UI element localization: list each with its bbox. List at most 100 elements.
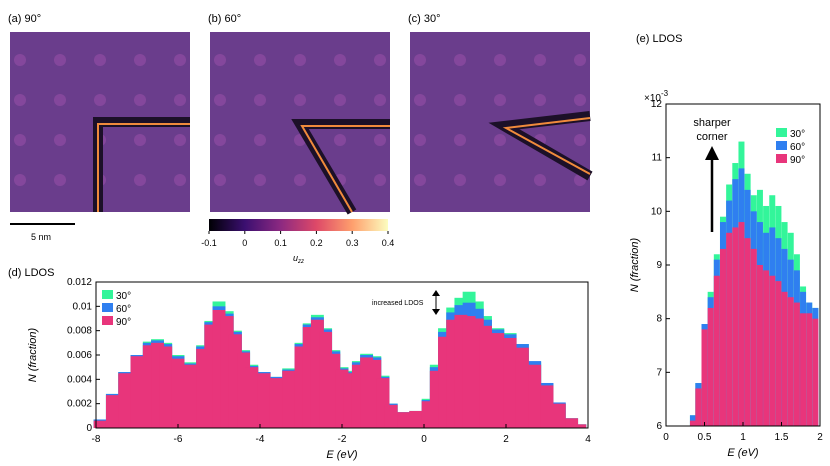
- x-tick-label: -8: [92, 434, 101, 445]
- bar-d-s2: [479, 325, 492, 428]
- y-tick-label: 0.01: [73, 301, 93, 312]
- bar-d-s2: [118, 373, 132, 428]
- legend-label: 90°: [790, 155, 805, 166]
- legend-swatch: [776, 154, 787, 163]
- x-tick-label: 2: [817, 432, 823, 443]
- bar-e-s2: [787, 297, 794, 426]
- y-tick-label: 0: [86, 423, 92, 434]
- bar-e-s2: [750, 248, 757, 426]
- bar-e-s2: [800, 313, 807, 426]
- legend-swatch: [102, 303, 113, 312]
- x-tick-label: -6: [174, 434, 183, 445]
- colorbar-tick-label: 0.1: [274, 238, 287, 248]
- colorbar: -0.1 0 0.1 0.2 0.3 0.4 uzz: [201, 219, 394, 265]
- bar-d-s2: [183, 364, 197, 428]
- annotation-arrowhead-down: [432, 309, 440, 315]
- y-axis-label: N (fraction): [629, 237, 641, 292]
- bar-d-s2: [282, 370, 296, 428]
- bar-d-s2: [269, 378, 283, 428]
- panel-e-label: (e) LDOS: [636, 33, 682, 45]
- bar-d-s2: [573, 424, 587, 428]
- panel-a-label: (a) 90°: [8, 13, 41, 25]
- bar-d-s2: [503, 337, 517, 428]
- bar-d-s2: [171, 358, 185, 428]
- x-axis-label: E (eV): [727, 447, 759, 459]
- bar-e-s2: [732, 227, 739, 426]
- bar-d-s2: [384, 404, 398, 428]
- legend-label: 90°: [116, 317, 131, 328]
- bar-d-s2: [159, 346, 173, 428]
- y-tick-label: 12: [651, 99, 663, 110]
- y-tick-label: 6: [656, 421, 662, 432]
- colorbar-tick-label: 0.2: [310, 238, 323, 248]
- legend-label: 30°: [116, 291, 131, 302]
- bar-d-s2: [93, 420, 107, 428]
- y-axis-label: N (fraction): [27, 327, 39, 382]
- x-tick-label: 4: [585, 434, 591, 445]
- bar-e-s2: [806, 313, 813, 426]
- strain-map-a: [10, 32, 190, 212]
- y-multiplier-exp: -3: [661, 89, 669, 98]
- x-tick-label: 1.5: [775, 432, 789, 443]
- legend-label: 60°: [790, 142, 805, 153]
- annotation-corner: corner: [696, 131, 728, 143]
- bar-d-s2: [565, 418, 579, 428]
- bar-e-s2: [775, 281, 782, 426]
- bar-d-s2: [257, 373, 271, 428]
- x-tick-label: 1: [740, 432, 746, 443]
- legend-swatch: [102, 316, 113, 325]
- strain-map-b: [210, 32, 390, 215]
- legend-swatch: [776, 128, 787, 137]
- bar-e-s2: [713, 275, 720, 426]
- colorbar-tick-label: 0: [242, 238, 247, 248]
- bar-e-s2: [719, 248, 726, 426]
- legend-swatch: [776, 141, 787, 150]
- x-tick-label: 0: [421, 434, 427, 445]
- bar-d-s2: [528, 364, 542, 428]
- annotation-arrowhead-up: [432, 290, 440, 296]
- y-tick-label: 0.002: [67, 399, 92, 410]
- y-tick-label: 0.004: [67, 374, 92, 385]
- sharper-corner-arrowhead: [705, 146, 719, 160]
- bar-e-s2: [812, 318, 819, 426]
- x-tick-label: -4: [256, 434, 265, 445]
- bar-e-s2: [738, 222, 745, 426]
- scale-bar: 5 nm: [10, 223, 75, 242]
- bar-e-s2: [744, 238, 751, 426]
- bar-e-s2: [781, 291, 788, 426]
- bar-d-s2: [491, 333, 505, 428]
- y-tick-label: 0.006: [67, 350, 92, 361]
- colorbar-ticks: -0.1 0 0.1 0.2 0.3 0.4: [201, 231, 394, 248]
- bar-d-s2: [397, 412, 410, 428]
- bar-e-s2: [793, 302, 800, 426]
- colorbar-tick-label: 0.3: [346, 238, 359, 248]
- annotation-increased-ldos: increased LDOS: [372, 300, 424, 307]
- y-tick-label: 0.012: [67, 277, 92, 288]
- x-axis-label: E (eV): [326, 449, 358, 461]
- legend-swatch: [102, 290, 113, 299]
- y-tick-label: 8: [656, 314, 662, 325]
- bar-d-s2: [105, 395, 119, 428]
- bar-e-s2: [763, 270, 770, 426]
- x-tick-label: 0: [663, 432, 669, 443]
- annotation-sharper: sharper: [693, 117, 731, 129]
- bar-e-s2: [769, 275, 776, 426]
- legend-label: 60°: [116, 304, 131, 315]
- bar-d-s2: [540, 385, 554, 428]
- bar-e-s2: [756, 265, 763, 426]
- panel-c-label: (c) 30°: [408, 13, 441, 25]
- y-multiplier: ×10-3: [644, 89, 669, 104]
- legend-label: 30°: [790, 129, 805, 140]
- ldos-chart-e: 0 0.5 1 1.5 2 6 7 8 9 10 11 12 E (eV) N (fraction) 30°…: [629, 89, 823, 459]
- bar-e-s2: [701, 329, 708, 426]
- x-tick-label: -2: [338, 434, 347, 445]
- ldos-chart-d: -8 -6 -4 -2 0 2 4 0 0.002 0.004 0.006 0.008 0.01 0.01…: [27, 277, 591, 461]
- scale-bar-label: 5 nm: [31, 232, 51, 242]
- colorbar-label: uzz: [293, 253, 304, 265]
- x-tick-label: 0.5: [698, 432, 712, 443]
- bar-d-s2: [515, 347, 529, 428]
- y-tick-label: 9: [656, 260, 662, 271]
- x-tick-label: 2: [503, 434, 509, 445]
- panel-d-label: (d) LDOS: [8, 267, 54, 279]
